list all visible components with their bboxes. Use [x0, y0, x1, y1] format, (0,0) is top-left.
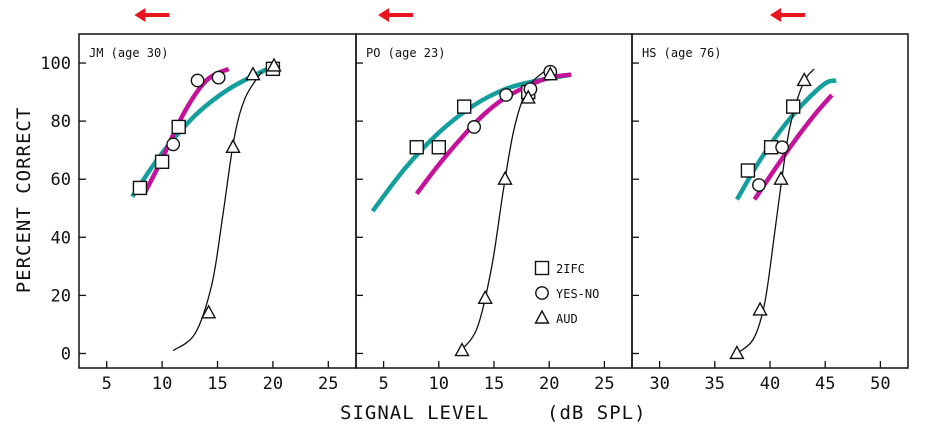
y-axis-title: PERCENT CORRECT	[13, 107, 35, 294]
teal-curve	[130, 66, 269, 198]
square-marker	[740, 163, 756, 178]
square-marker	[154, 154, 170, 169]
ink-curve	[172, 71, 263, 352]
circle-marker	[499, 88, 514, 102]
fitted-curves	[130, 66, 837, 355]
y-tick-label: 20	[51, 286, 71, 306]
x-tick-label: 25	[318, 374, 338, 394]
panel-label: HS (age 76)	[642, 46, 721, 60]
x-tick-label: 15	[484, 374, 504, 394]
legend-triangle-marker	[534, 309, 550, 324]
legend-circle-marker	[535, 286, 549, 300]
triangle-marker	[520, 89, 536, 104]
triangle-marker	[796, 71, 812, 87]
arrow-left-icon	[134, 8, 146, 22]
y-tick-label: 80	[51, 112, 71, 132]
x-tick-label: 10	[152, 374, 172, 394]
ink-curve	[736, 68, 815, 355]
x-tick-label: 45	[815, 374, 835, 394]
arrow-left-icon	[378, 8, 390, 22]
x-axis-unit: (dB SPL)	[547, 402, 647, 424]
legend-square-marker	[534, 260, 550, 276]
triangle-marker	[454, 342, 470, 357]
data-markers	[132, 57, 812, 360]
circle-marker	[775, 140, 790, 155]
triangle-marker	[200, 304, 217, 319]
triangle-marker	[542, 66, 558, 81]
x-tick-label: 25	[594, 374, 614, 394]
square-marker	[431, 140, 446, 155]
x-tick-label: 35	[705, 374, 725, 394]
circle-marker	[190, 73, 205, 88]
x-tick-label: 20	[263, 374, 283, 394]
triangle-marker	[752, 301, 768, 316]
panel-frame-2	[355, 33, 633, 369]
x-tick-label: 40	[760, 374, 780, 394]
y-tick-label: 40	[51, 228, 71, 248]
x-tick-label: 5	[378, 374, 388, 394]
circle-marker	[166, 137, 181, 152]
panel-frame-3	[631, 33, 909, 369]
panel-label: PO (age 23)	[366, 46, 445, 60]
triangle-marker	[266, 57, 282, 72]
triangle-marker	[225, 138, 241, 153]
square-marker	[171, 119, 186, 135]
legend-label: 2IFC	[556, 262, 585, 276]
teal-curve	[370, 72, 572, 213]
square-marker	[456, 99, 472, 114]
triangle-marker	[773, 170, 789, 185]
axis-ticks: 0 20 40 60 80 100 5 10 15 20 25 5 10 15 20 25 30 35 40 45 50	[40, 54, 890, 394]
square-marker	[132, 180, 148, 196]
triangle-marker	[477, 289, 493, 304]
square-marker	[409, 140, 424, 155]
arrow-left-icon	[770, 8, 781, 22]
triangle-marker	[729, 345, 745, 360]
panel-labels: JM (age 30) PO (age 23) HS (age 76)	[89, 46, 721, 60]
ink-curve	[460, 71, 545, 352]
circle-marker	[752, 178, 766, 192]
x-tick-label: 50	[870, 374, 890, 394]
x-tick-label: 15	[207, 374, 227, 394]
triangle-marker	[245, 66, 261, 81]
magenta-curve	[142, 66, 230, 195]
x-tick-label: 20	[539, 374, 559, 394]
legend-label: YES-NO	[556, 287, 599, 301]
y-tick-label: 60	[51, 170, 71, 190]
x-tick-label: 5	[102, 374, 112, 394]
x-tick-label: 30	[649, 374, 669, 394]
x-axis-title: SIGNAL LEVEL	[340, 402, 489, 424]
circle-marker	[211, 70, 226, 85]
direction-arrows	[134, 8, 805, 22]
square-marker	[785, 99, 801, 114]
triangle-marker	[497, 170, 513, 185]
y-tick-label: 100	[40, 54, 71, 74]
y-tick-label: 0	[61, 344, 71, 364]
legend-label: AUD	[556, 312, 578, 326]
panel-label: JM (age 30)	[89, 46, 168, 60]
circle-marker	[467, 120, 482, 134]
x-tick-label: 10	[429, 374, 449, 394]
legend: 2IFC YES-NO AUD	[534, 260, 599, 326]
